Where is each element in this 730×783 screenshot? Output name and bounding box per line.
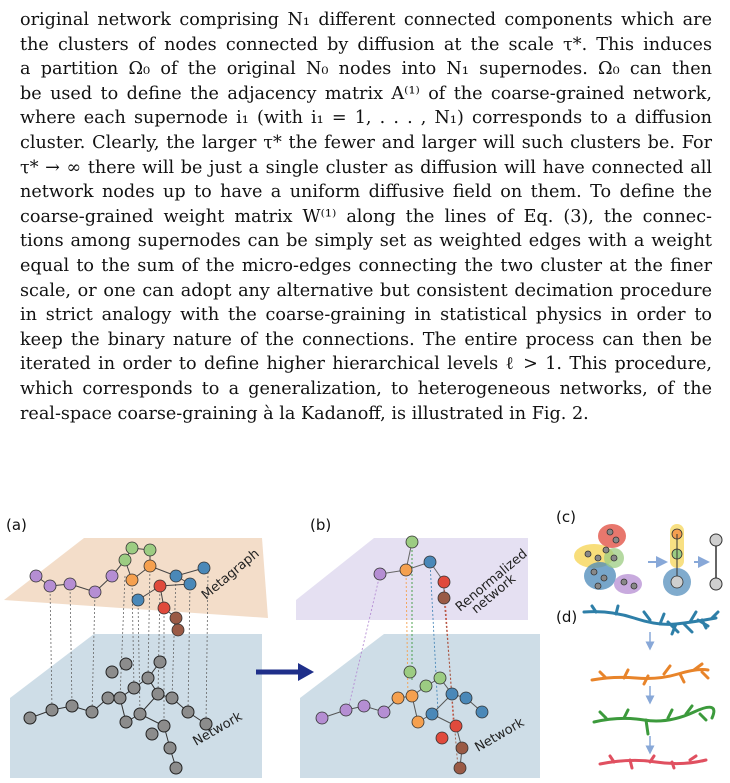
paragraph-line: equal to the sum of the micro-edges conn…	[20, 255, 712, 276]
panel-a-label: (a)	[6, 516, 27, 534]
paragraph-line: in strict analogy with the coarse-graini…	[20, 305, 712, 326]
branch-green	[592, 704, 716, 736]
paragraph-line: be used to define the adjacency matrix A…	[20, 83, 712, 104]
network-plane-a	[10, 634, 262, 778]
vertical-links-a	[49, 565, 209, 726]
paragraph-line: tions among supernodes can be simply set…	[20, 231, 712, 252]
figure-svg: (a) Metagraph Network	[4, 508, 723, 778]
paragraph-line: a partition Ω₀ of the original N₀ nodes …	[20, 59, 712, 80]
paragraph-line: iterated in order to define higher hiera…	[20, 354, 712, 375]
paragraph-line: real-space coarse-graining à la Kadanoff…	[20, 403, 589, 424]
network-plane-b	[300, 634, 540, 778]
branch-blue	[582, 604, 720, 636]
panel-d: (d)	[556, 604, 720, 770]
branch-orange	[590, 662, 710, 686]
branch-red	[598, 754, 708, 770]
renormalized-nodes	[373, 535, 451, 605]
panel-d-label: (d)	[556, 608, 577, 626]
figure-2: (a) Metagraph Network	[0, 500, 730, 783]
paragraph-line: keep the binary nature of the connection…	[20, 329, 712, 350]
body-paragraph: original network comprising N₁ different…	[20, 8, 712, 426]
paragraph-line: cluster. Clearly, the larger τ* the fewe…	[20, 132, 712, 153]
vertical-links-b	[345, 542, 459, 769]
paragraph-line: which corresponds to a generalization, t…	[20, 378, 712, 399]
panel-a: (a) Metagraph Network	[4, 516, 268, 778]
network-nodes-a	[23, 655, 213, 775]
paragraph-line: τ* → ∞ there will be just a single clust…	[20, 157, 712, 178]
paragraph-line: where each supernode i₁ (with i₁ = 1, . …	[20, 108, 712, 129]
panel-c: (c)	[556, 508, 723, 596]
network-nodes-b	[315, 665, 489, 775]
metagraph-nodes	[29, 541, 211, 637]
panel-c-label: (c)	[556, 508, 576, 526]
paragraph-line: original network comprising N₁ different…	[20, 10, 712, 30]
paragraph-line: network nodes up to have a uniform diffu…	[20, 182, 712, 203]
cluster-nodes	[584, 528, 638, 590]
panel-arrow	[256, 663, 314, 681]
paragraph-line: the clusters of nodes connected by diffu…	[20, 34, 712, 55]
panel-b-label: (b)	[310, 516, 331, 534]
panel-b: (b) Renormalized network Network	[296, 516, 540, 778]
paragraph-line: coarse-grained weight matrix W⁽¹⁾ along …	[20, 206, 712, 227]
paragraph-line: scale, or one can adopt any alternative …	[20, 280, 712, 301]
